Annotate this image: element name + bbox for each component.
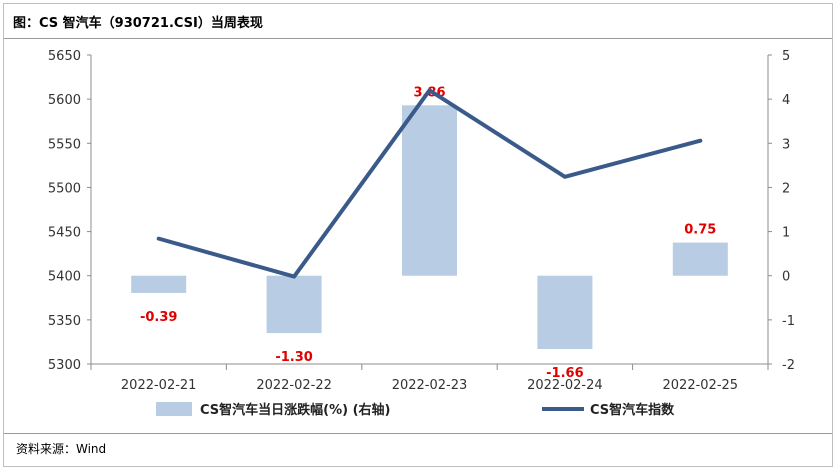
left-tick-label: 5300 (48, 358, 81, 373)
left-tick-label: 5500 (48, 181, 81, 196)
chart-header: 图：CS 智汽车（930721.CSI）当周表现 (4, 4, 832, 39)
legend-label-line: CS智汽车指数 (590, 402, 675, 418)
left-tick-label: 5450 (48, 226, 81, 241)
left-tick-label: 5400 (48, 270, 81, 285)
x-tick-label: 2022-02-22 (256, 378, 332, 393)
left-tick-label: 5650 (48, 49, 81, 64)
right-tick-label: 4 (782, 93, 790, 108)
chart-title: 图：CS 智汽车（930721.CSI）当周表现 (13, 16, 263, 31)
data-label-2022-02-22: -1.30 (275, 350, 312, 365)
line-point-2022-02-21 (157, 237, 161, 241)
bar-2022-02-22 (266, 275, 322, 334)
right-tick-label: -2 (782, 358, 795, 373)
data-label-2022-02-25: 0.75 (684, 223, 716, 238)
chart-svg: 5650 5600 5550 5500 5450 5400 5350 5300 5 4 3 2 1 0 -1… (48, 49, 795, 418)
x-tick-label: 2022-02-25 (663, 378, 739, 393)
left-tick-label: 5600 (48, 93, 81, 108)
footer-divider (4, 433, 832, 434)
right-tick-label: 0 (782, 270, 790, 285)
bar-2022-02-25 (672, 242, 728, 276)
bar-2022-02-23 (402, 105, 457, 276)
legend-label-bar: CS智汽车当日涨跌幅(%) (右轴) (200, 402, 390, 418)
data-label-2022-02-24: -1.66 (546, 366, 583, 381)
x-tick-label: 2022-02-23 (392, 378, 468, 393)
x-tick-label: 2022-02-21 (121, 378, 197, 393)
x-tick-label: 2022-02-24 (527, 378, 603, 393)
legend-swatch-bar (156, 402, 192, 416)
chart-frame: 图：CS 智汽车（930721.CSI）当周表现 5650 5600 5550 550… (3, 3, 833, 467)
line-point-2022-02-25 (698, 139, 702, 143)
right-tick-label: 1 (782, 226, 790, 241)
source-note: 资料来源：Wind (16, 442, 107, 456)
bar-2022-02-21 (131, 275, 187, 293)
right-tick-label: -1 (782, 314, 795, 329)
bar-2022-02-24 (537, 275, 593, 349)
right-tick-label: 3 (782, 137, 790, 152)
left-tick-label: 5350 (48, 314, 81, 329)
line-point-2022-02-24 (563, 175, 567, 179)
left-tick-label: 5550 (48, 137, 81, 152)
right-tick-label: 5 (782, 49, 790, 64)
line-point-2022-02-22 (292, 275, 296, 279)
right-tick-label: 2 (782, 181, 790, 196)
data-label-2022-02-21: -0.39 (140, 310, 177, 325)
line-point-2022-02-23 (428, 88, 431, 92)
